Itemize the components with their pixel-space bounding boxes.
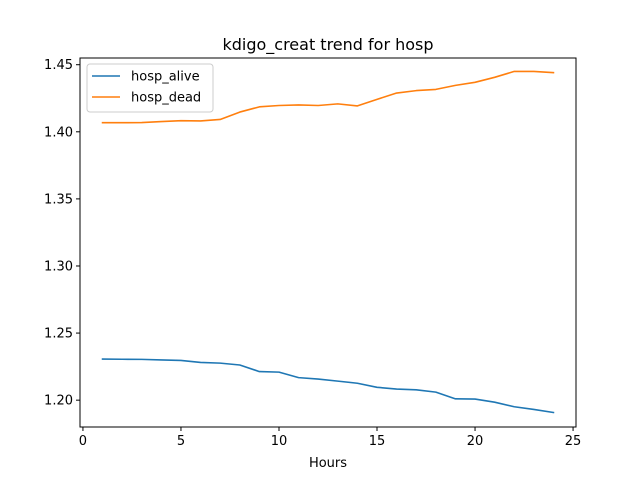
x-tick-label: 15 — [369, 434, 386, 449]
y-tick-label: 1.35 — [44, 192, 73, 207]
legend-label: hosp_alive — [131, 70, 200, 85]
series-line-hosp-dead — [101, 70, 555, 124]
y-axis: 1.20 1.25 1.30 1.35 1.40 1.45 — [44, 58, 80, 409]
chart-title: kdigo_creat trend for hosp — [222, 35, 433, 55]
x-axis: 0 5 10 15 20 25 — [79, 427, 582, 449]
y-tick-label: 1.30 — [44, 259, 73, 274]
y-tick-label: 1.40 — [44, 125, 73, 140]
y-tick-label: 1.25 — [44, 327, 73, 342]
plot-frame — [79, 57, 577, 428]
series-line-hosp-alive — [101, 358, 555, 414]
legend-label: hosp_dead — [131, 91, 201, 106]
x-tick-label: 0 — [79, 434, 87, 449]
x-axis-label: Hours — [309, 456, 347, 471]
legend: hosp_alive hosp_dead — [86, 63, 214, 113]
x-tick-label: 5 — [177, 434, 185, 449]
series-layer — [101, 70, 555, 414]
x-tick-label: 10 — [271, 434, 288, 449]
y-tick-label: 1.20 — [44, 394, 73, 409]
x-tick-label: 20 — [467, 434, 484, 449]
y-tick-label: 1.45 — [44, 58, 73, 73]
x-tick-label: 25 — [565, 434, 582, 449]
